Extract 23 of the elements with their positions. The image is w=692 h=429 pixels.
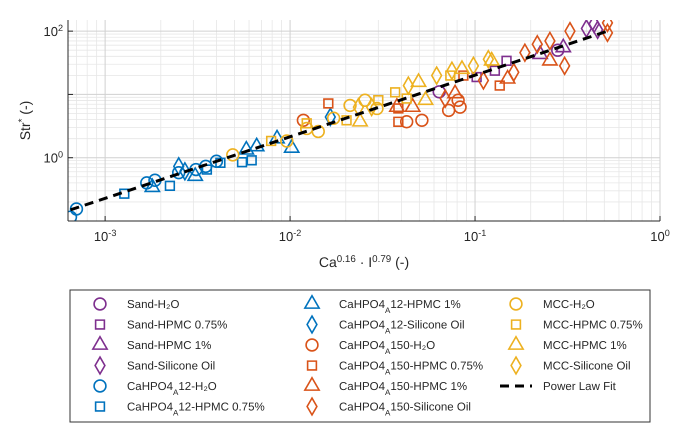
- legend-label: CaHPO4$_{A}$150-Silicone Oil: [339, 402, 471, 417]
- legend-label: CaHPO4$_{A}$150-HPMC 1%: [339, 381, 468, 396]
- legend-label: CaHPO4$_{A}$150-H₂O: [339, 340, 436, 356]
- x-tick-label: 10$^{-3}$: [94, 228, 116, 244]
- legend-label: CaHPO4$_{A}$12-HPMC 0.75%: [127, 402, 265, 417]
- legend-label: Sand-HPMC 1%: [127, 340, 212, 352]
- legend-label: CaHPO4$_{A}$12-H₂O: [127, 381, 217, 396]
- x-tick-label: 10$^{0}$: [650, 228, 670, 244]
- legend-label: MCC-H₂O: [543, 299, 595, 311]
- x-axis-title: Ca$^{0.16}$ · I$^{0.79}$ (-): [318, 254, 410, 270]
- legend-label: Sand-Silicone Oil: [127, 360, 216, 372]
- legend-label: Power Law Fit: [543, 381, 617, 393]
- legend-label: MCC-HPMC 0.75%: [543, 320, 643, 332]
- legend-label: Sand-H₂O: [127, 299, 180, 311]
- legend-label: CaHPO4$_{A}$12-HPMC 1%: [339, 299, 461, 314]
- legend-label: CaHPO4$_{A}$150-HPMC 0.75%: [339, 360, 484, 376]
- legend-label: CaHPO4$_{A}$12-Silicone Oil: [339, 320, 465, 335]
- legend-label: Sand-HPMC 0.75%: [127, 320, 228, 332]
- legend-label: MCC-Silicone Oil: [543, 360, 631, 372]
- x-tick-label: 10$^{-2}$: [278, 228, 302, 244]
- x-tick-label: 10$^{-1}$: [464, 228, 486, 244]
- y-tick-label: 10$^{2}$: [43, 23, 63, 40]
- legend-label: MCC-HPMC 1%: [543, 340, 627, 352]
